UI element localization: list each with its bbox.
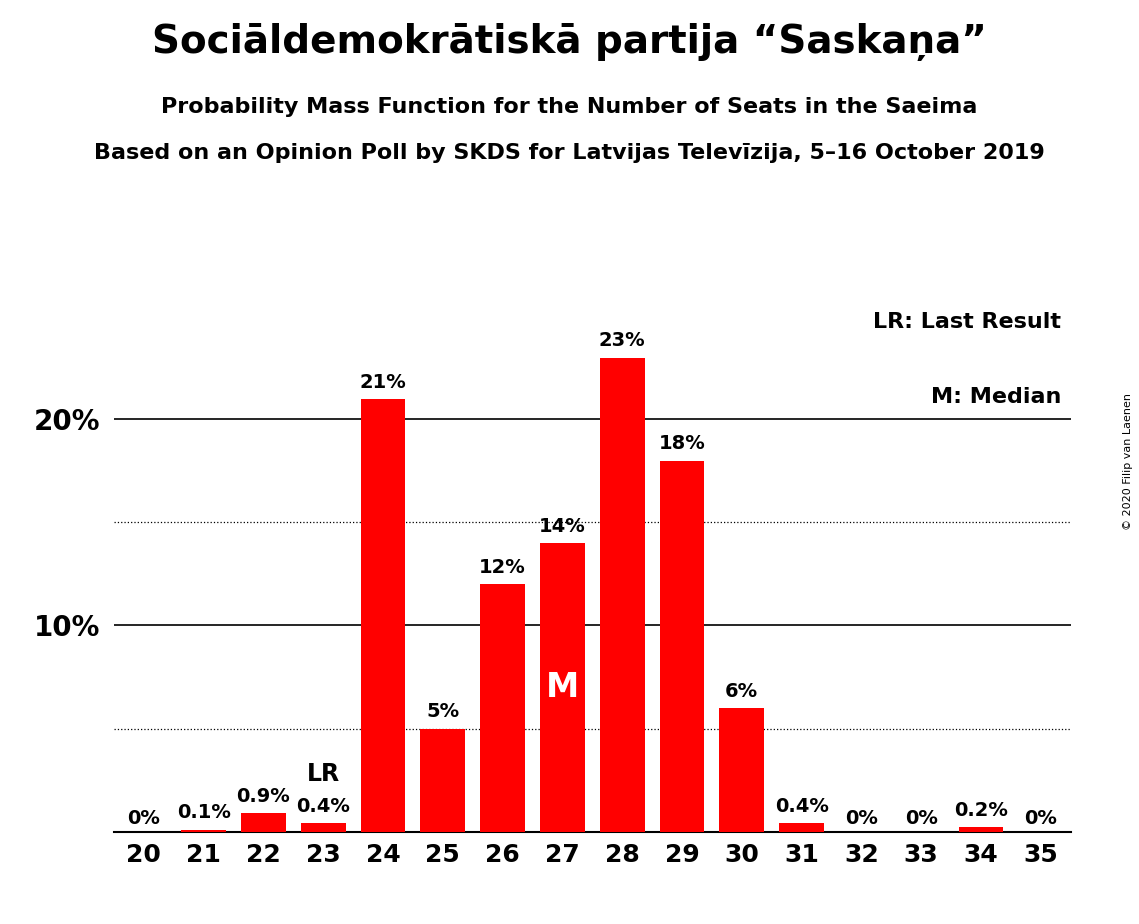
Bar xyxy=(720,708,764,832)
Text: 12%: 12% xyxy=(480,558,526,577)
Text: M: Median: M: Median xyxy=(931,387,1062,407)
Text: Sociāldemokrātiskā partija “Saskaņa”: Sociāldemokrātiskā partija “Saskaņa” xyxy=(153,23,986,61)
Text: LR: Last Result: LR: Last Result xyxy=(874,311,1062,332)
Text: 18%: 18% xyxy=(658,434,705,454)
Text: © 2020 Filip van Laenen: © 2020 Filip van Laenen xyxy=(1123,394,1133,530)
Text: 0%: 0% xyxy=(904,808,937,828)
Text: M: M xyxy=(546,671,579,704)
Bar xyxy=(959,828,1003,832)
Text: LR: LR xyxy=(306,762,339,786)
Text: 23%: 23% xyxy=(599,332,646,350)
Bar xyxy=(420,728,465,832)
Text: Based on an Opinion Poll by SKDS for Latvijas Televīzija, 5–16 October 2019: Based on an Opinion Poll by SKDS for Lat… xyxy=(95,143,1044,164)
Bar xyxy=(779,823,823,832)
Bar xyxy=(361,399,405,832)
Bar xyxy=(181,830,226,832)
Text: Probability Mass Function for the Number of Seats in the Saeima: Probability Mass Function for the Number… xyxy=(162,97,977,117)
Bar xyxy=(600,358,645,832)
Text: 0.1%: 0.1% xyxy=(177,803,230,822)
Bar xyxy=(241,813,286,832)
Text: 0.9%: 0.9% xyxy=(237,787,290,806)
Text: 0%: 0% xyxy=(845,808,878,828)
Text: 0.2%: 0.2% xyxy=(954,801,1008,821)
Text: 0.4%: 0.4% xyxy=(775,797,828,816)
Text: 0.4%: 0.4% xyxy=(296,797,350,816)
Text: 5%: 5% xyxy=(426,702,459,722)
Bar xyxy=(481,584,525,832)
Text: 0%: 0% xyxy=(128,808,161,828)
Text: 0%: 0% xyxy=(1024,808,1057,828)
Bar xyxy=(540,543,584,832)
Bar xyxy=(659,460,704,832)
Text: 21%: 21% xyxy=(360,372,407,392)
Text: 6%: 6% xyxy=(726,682,759,700)
Text: 14%: 14% xyxy=(539,517,585,536)
Bar xyxy=(301,823,345,832)
